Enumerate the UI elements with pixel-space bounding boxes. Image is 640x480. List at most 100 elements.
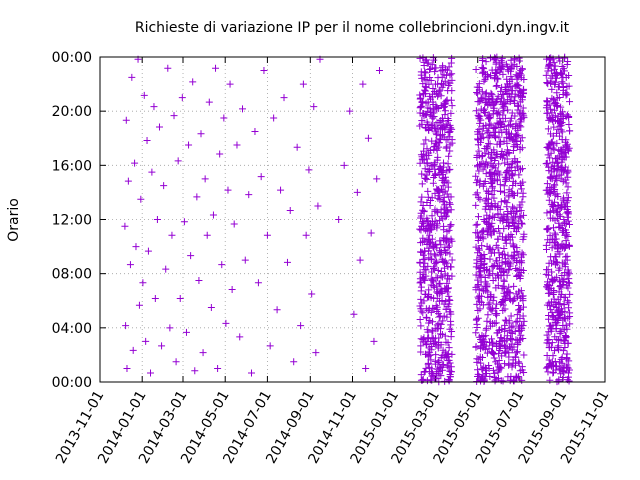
data-point — [551, 62, 559, 70]
data-point — [418, 193, 426, 201]
data-point — [126, 261, 134, 269]
data-point — [484, 144, 492, 152]
data-point — [489, 297, 497, 305]
data-point — [312, 349, 320, 357]
data-point — [492, 82, 500, 90]
data-point — [424, 359, 432, 367]
y-tick-label: 00:00 — [52, 50, 92, 66]
data-point — [444, 350, 452, 358]
data-point — [493, 81, 501, 89]
data-point — [520, 211, 528, 219]
data-point — [226, 80, 234, 88]
data-point — [513, 208, 521, 216]
data-point — [478, 292, 486, 300]
data-point — [519, 251, 527, 259]
data-point — [350, 310, 358, 318]
data-point — [486, 114, 494, 122]
data-point — [435, 87, 443, 95]
data-point — [490, 194, 498, 202]
data-point — [123, 364, 131, 372]
data-point — [273, 306, 281, 314]
data-point — [435, 139, 443, 147]
data-point — [511, 90, 519, 98]
data-point — [519, 104, 527, 112]
data-point — [564, 197, 572, 205]
data-point — [216, 150, 224, 158]
data-point — [563, 90, 571, 98]
data-point — [488, 348, 496, 356]
data-point — [519, 295, 527, 303]
data-point — [446, 147, 454, 155]
data-point — [490, 228, 498, 236]
data-point — [518, 220, 526, 228]
data-point — [565, 299, 573, 307]
data-point — [565, 275, 573, 283]
data-point — [566, 220, 574, 228]
data-point — [168, 231, 176, 239]
data-point — [448, 256, 456, 264]
data-point — [424, 352, 432, 360]
data-point — [445, 242, 453, 250]
data-point — [474, 293, 482, 301]
data-point — [419, 309, 427, 317]
data-point — [563, 228, 571, 236]
data-point — [426, 66, 434, 74]
data-point — [495, 160, 503, 168]
data-point — [373, 175, 381, 183]
data-points — [121, 53, 574, 386]
data-point — [495, 356, 503, 364]
data-point — [517, 185, 525, 193]
data-point — [422, 341, 430, 349]
data-point — [475, 246, 483, 254]
data-point — [197, 130, 205, 138]
data-point — [220, 114, 228, 122]
data-point — [509, 322, 517, 330]
data-point — [501, 305, 509, 313]
data-point — [174, 157, 182, 165]
data-point — [481, 338, 489, 346]
data-point — [548, 244, 556, 252]
data-point — [437, 241, 445, 249]
data-point — [375, 67, 383, 75]
data-point — [222, 319, 230, 327]
data-point — [553, 273, 561, 281]
data-point — [551, 181, 559, 189]
data-point — [436, 216, 444, 224]
data-point — [433, 258, 441, 266]
data-point — [565, 369, 573, 377]
data-point — [556, 300, 564, 308]
data-point — [442, 100, 450, 108]
data-point — [518, 376, 526, 384]
data-point — [520, 114, 528, 122]
data-point — [475, 125, 483, 133]
data-point — [143, 137, 151, 145]
data-point — [422, 90, 430, 98]
data-point — [520, 75, 528, 83]
data-point — [498, 259, 506, 267]
data-point — [426, 168, 434, 176]
data-point — [148, 168, 156, 176]
data-point — [151, 294, 159, 302]
data-point — [492, 55, 500, 63]
data-point — [431, 68, 439, 76]
data-point — [551, 357, 559, 365]
data-point — [420, 225, 428, 233]
data-point — [490, 187, 498, 195]
data-point — [489, 212, 497, 220]
data-point — [566, 320, 574, 328]
data-point — [429, 114, 437, 122]
data-point — [416, 316, 424, 324]
data-point — [555, 377, 563, 385]
data-point — [517, 287, 525, 295]
data-point — [472, 343, 480, 351]
data-point — [505, 265, 513, 273]
data-point — [150, 103, 158, 111]
data-point — [434, 209, 442, 217]
data-point — [556, 69, 564, 77]
data-point — [503, 139, 511, 147]
data-point — [155, 123, 163, 131]
data-point — [491, 99, 499, 107]
data-point — [505, 258, 513, 266]
data-point — [248, 369, 255, 377]
data-point — [432, 351, 440, 359]
